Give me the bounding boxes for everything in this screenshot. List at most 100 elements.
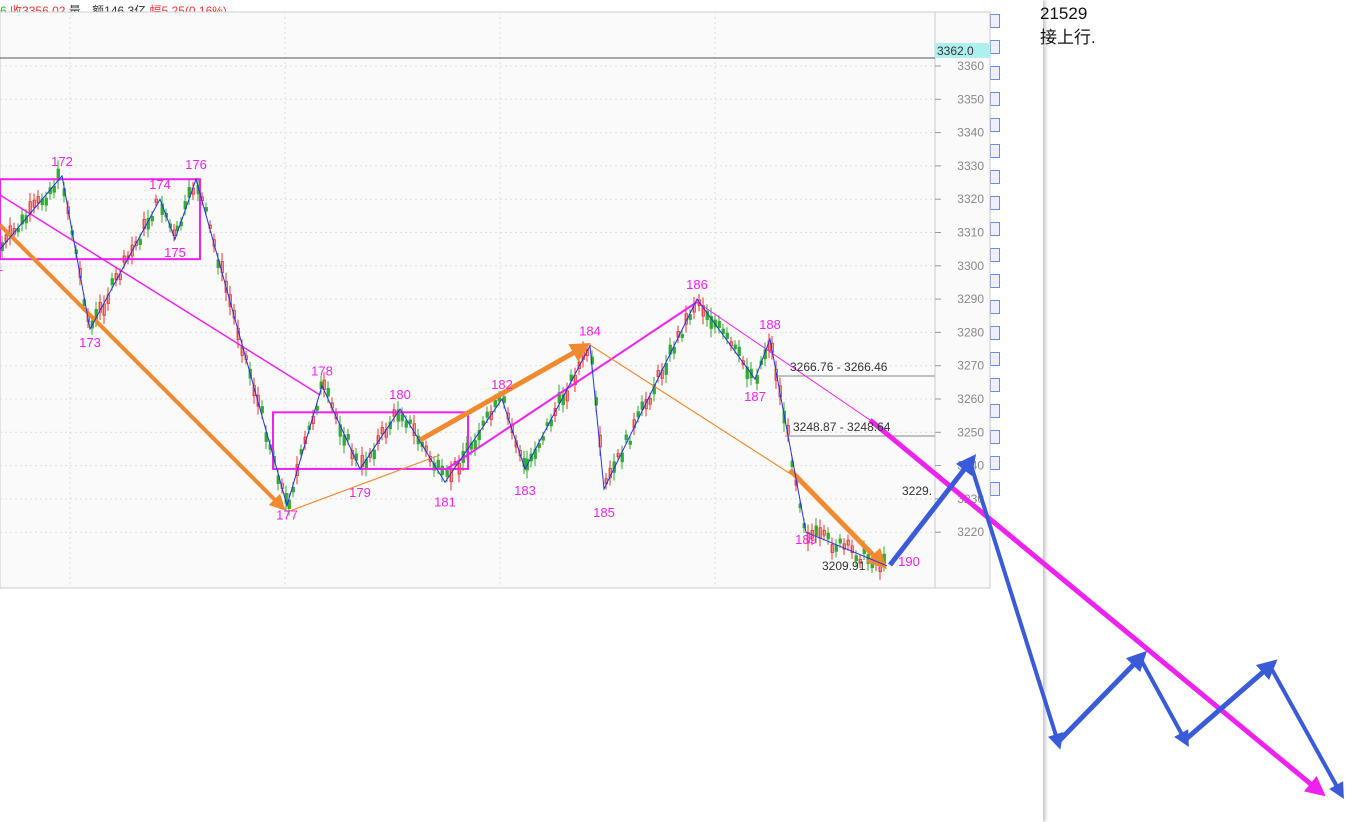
consolidation-box [272, 411, 469, 470]
candle [537, 443, 541, 448]
plot-area [0, 11, 936, 589]
candle [850, 545, 854, 553]
candle [745, 366, 749, 379]
candle [287, 499, 291, 510]
note-line-1: 21529 [1040, 4, 1088, 23]
wave-label: 182 [491, 377, 513, 392]
candle [636, 411, 640, 418]
candle [252, 385, 256, 397]
candle [628, 440, 632, 445]
y-tick-label: 3250 [957, 425, 984, 439]
candle [846, 539, 850, 546]
trend-arrow-pink [868, 418, 1326, 797]
wave-label: 179 [349, 485, 371, 500]
candle [826, 532, 830, 540]
price-annotation: 3266.76 - 3266.46 [790, 360, 888, 374]
candle [20, 214, 24, 225]
y-tick-label: 3290 [957, 292, 984, 306]
candle [256, 394, 260, 407]
candle [150, 216, 154, 222]
candle [565, 390, 569, 402]
candle [224, 280, 228, 293]
candle [440, 465, 444, 476]
price-annotation: 3209.91 [822, 559, 866, 573]
candle [755, 375, 759, 384]
candle [733, 344, 737, 350]
candle [473, 440, 477, 450]
trend-arrow-orange [418, 343, 591, 443]
y-tick-label: 3330 [957, 159, 984, 173]
wave-label: 184 [579, 324, 601, 339]
wave-label: 185 [593, 505, 615, 520]
candle [481, 420, 485, 426]
candle [449, 469, 453, 483]
y-tick-label: 3220 [957, 525, 984, 539]
wave-label: 171 [0, 259, 3, 274]
candle [260, 406, 264, 414]
candle [620, 452, 624, 463]
y-tick-label: 3260 [957, 392, 984, 406]
candle [553, 408, 557, 416]
candle [400, 413, 404, 422]
wave-label: 176 [185, 157, 207, 172]
candle [134, 240, 138, 246]
trend-line-orange [589, 344, 801, 481]
wave-label: 180 [389, 387, 411, 402]
candle [32, 199, 36, 208]
wave-label: 175 [164, 245, 186, 260]
candle [644, 399, 648, 410]
y-tick-label: 3270 [957, 359, 984, 373]
trend-line-orange [286, 454, 441, 513]
candle [295, 464, 299, 477]
note-line-2: 接上行. [1040, 28, 1096, 47]
wave-label: 189 [795, 532, 817, 547]
projection-arrow [1268, 665, 1344, 799]
current-price-label: 3362.0 [937, 44, 974, 58]
candle [640, 401, 644, 410]
candle [624, 434, 628, 440]
wave-label: 172 [51, 154, 73, 169]
candle [130, 244, 134, 257]
candle [204, 207, 208, 212]
candle [326, 387, 330, 397]
candle [680, 334, 684, 338]
side-note: 21529 接上行. [1040, 2, 1096, 50]
candle [110, 278, 114, 285]
y-tick-label: 3360 [957, 59, 984, 73]
trend-arrow-orange [788, 468, 887, 570]
wave-label: 181 [434, 494, 456, 509]
trend-line-pink [444, 301, 698, 471]
y-tick-label: 3280 [957, 325, 984, 339]
candle [396, 409, 400, 422]
trend-line-pink [0, 194, 321, 396]
candle [838, 538, 842, 544]
candle [334, 413, 338, 420]
candle [830, 544, 834, 553]
candle [842, 543, 846, 550]
candle [616, 453, 620, 458]
candle [822, 529, 826, 536]
price-annotation: 3229. [902, 484, 932, 498]
candle [485, 411, 489, 418]
candle [502, 396, 506, 404]
consolidation-box [0, 178, 201, 261]
candle [493, 399, 497, 407]
wave-label: 186 [686, 277, 708, 292]
wave-label: 187 [744, 389, 766, 404]
candle [573, 374, 577, 385]
wave-label: 173 [79, 335, 101, 350]
wave-label: 174 [149, 177, 171, 192]
projection-arrow [1138, 657, 1189, 748]
y-tick-label: 3340 [957, 126, 984, 140]
candle [577, 361, 581, 369]
candle [858, 558, 862, 564]
candle [814, 525, 818, 536]
price-annotation: 3248.87 - 3248.64 [793, 420, 891, 434]
candle [648, 398, 652, 405]
info-prefix: 6 [0, 4, 7, 18]
candle [701, 305, 705, 317]
candle [228, 294, 232, 307]
candle [372, 449, 376, 460]
y-tick-label: 3300 [957, 259, 984, 273]
